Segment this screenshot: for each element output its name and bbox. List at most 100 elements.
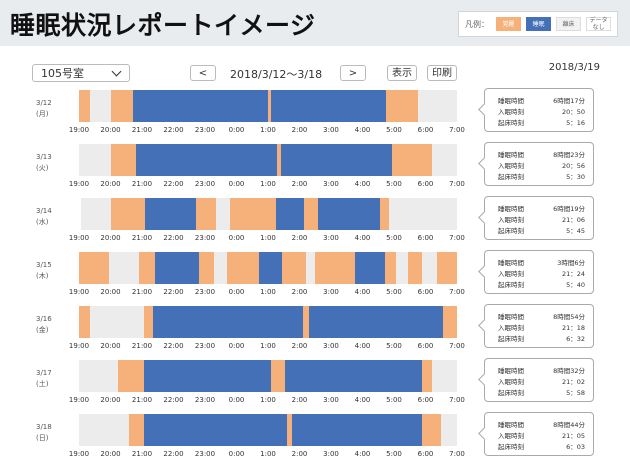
segment-sleep (143, 414, 287, 446)
time-tick: 7:00 (449, 396, 465, 404)
day-date-value: 3/16 (36, 315, 52, 323)
time-tick: 3:00 (323, 396, 339, 404)
day-weekday: (日) (36, 434, 49, 442)
sleep-timeline-bar (79, 360, 457, 392)
time-tick: 20:00 (100, 450, 121, 458)
legend-label: 凡例： (465, 19, 489, 29)
time-tick: 21:00 (131, 126, 153, 134)
time-tick: 20:00 (100, 180, 121, 188)
time-tick: 6:00 (417, 342, 434, 350)
next-week-button[interactable]: > (340, 65, 366, 81)
summary-total-value: 8時間32分 (553, 367, 585, 375)
segment-sleep (143, 360, 272, 392)
report-date: 2018/3/19 (548, 62, 600, 73)
time-tick: 0:00 (228, 180, 245, 188)
segment-awake (422, 360, 432, 392)
time-tick: 6:00 (417, 396, 434, 404)
summary-total-line: 睡眠時間 8時間44分 (498, 419, 585, 430)
time-tick: 1:00 (260, 234, 276, 242)
time-tick: 22:00 (163, 396, 184, 404)
time-tick: 2:00 (291, 180, 308, 188)
day-date-value: 3/18 (36, 423, 52, 431)
summary-wake-label: 起床時刻 (498, 335, 524, 343)
time-tick: 0:00 (228, 288, 245, 296)
summary-wake-line: 起床時刻 5：16 (498, 117, 585, 128)
summary-bed-line: 入眠時刻 21：05 (498, 430, 585, 441)
time-tick: 3:00 (323, 450, 339, 458)
summary-wake-line: 起床時刻 6：03 (498, 441, 585, 452)
sleep-timeline-bar (79, 414, 457, 446)
legend-awake: 覚醒 (496, 17, 521, 31)
date-range: 2018/3/12〜3/18 (230, 68, 323, 81)
day-date: 3/12 (月) (36, 98, 52, 120)
sleep-timeline-bar (79, 198, 457, 230)
summary-total-label: 睡眠時間 (498, 421, 524, 429)
room-select[interactable]: 105号室 (32, 64, 130, 82)
summary-bed-label: 入眠時刻 (498, 432, 524, 440)
segment-awake (195, 198, 217, 230)
summary-wake-value: 5：45 (566, 227, 585, 235)
summary-bed-line: 入眠時刻 21：24 (498, 268, 585, 279)
day-date: 3/18 (日) (36, 422, 52, 444)
time-tick: 4:00 (354, 450, 371, 458)
summary-total-label: 睡眠時間 (498, 259, 524, 267)
time-tick: 4:00 (354, 234, 371, 242)
summary-total-line: 睡眠時間 6時間19分 (498, 203, 585, 214)
time-tick: 20:00 (100, 288, 121, 296)
summary-bed-value: 20：50 (561, 108, 585, 116)
segment-awake (110, 198, 146, 230)
summary-bed-value: 21：06 (561, 216, 585, 224)
print-button[interactable]: 印刷 (427, 65, 457, 81)
time-tick: 7:00 (449, 450, 465, 458)
segment-awake (110, 144, 136, 176)
time-tick: 23:00 (194, 180, 216, 188)
summary-total-line: 睡眠時間 8時間23分 (498, 149, 585, 160)
legend-sleep: 睡眠 (526, 17, 551, 31)
time-tick: 2:00 (291, 126, 308, 134)
time-tick: 21:00 (131, 234, 153, 242)
time-tick: 5:00 (386, 180, 402, 188)
day-weekday: (金) (36, 326, 49, 334)
time-tick: 1:00 (260, 396, 276, 404)
segment-sleep (354, 252, 385, 284)
time-tick: 7:00 (449, 180, 465, 188)
time-tick: 4:00 (354, 180, 371, 188)
time-tick: 5:00 (386, 396, 402, 404)
segment-awake (422, 414, 442, 446)
segment-sleep (285, 360, 423, 392)
summary-total-value: 3時間6分 (557, 259, 585, 267)
summary-wake-line: 起床時刻 5：30 (498, 171, 585, 182)
segment-awake (110, 90, 133, 122)
day-row: 3/12 (月) 19:00 20:00 21:00 22:00 23:00 0:00 1:00… (0, 88, 630, 144)
time-tick: 19:00 (68, 126, 90, 134)
time-tick: 0:00 (228, 234, 245, 242)
day-date: 3/13 (火) (36, 152, 52, 174)
time-tick: 3:00 (323, 342, 339, 350)
segment-awake (386, 90, 418, 122)
legend-absent: 離床 (556, 17, 581, 31)
time-tick: 3:00 (323, 234, 339, 242)
segment-awake (79, 90, 91, 122)
day-date-value: 3/14 (36, 207, 52, 215)
prev-week-button[interactable]: < (190, 65, 216, 81)
show-button[interactable]: 表示 (387, 65, 417, 81)
time-tick: 6:00 (417, 234, 434, 242)
summary-bed-value: 21：18 (561, 324, 585, 332)
summary-total-label: 睡眠時間 (498, 151, 524, 159)
time-tick: 19:00 (68, 180, 90, 188)
summary-wake-value: 5：30 (566, 173, 585, 181)
summary-total-line: 睡眠時間 8時間32分 (498, 365, 585, 376)
sleep-timeline-bar (79, 144, 457, 176)
summary-bed-line: 入眠時刻 21：02 (498, 376, 585, 387)
segment-awake (392, 144, 432, 176)
day-weekday: (木) (36, 272, 49, 280)
time-axis: 19:00 20:00 21:00 22:00 23:00 0:00 1:00 2:00 3:0… (69, 180, 465, 190)
summary-wake-line: 起床時刻 6：32 (498, 333, 585, 344)
segment-awake (442, 306, 457, 338)
segment-awake (384, 252, 396, 284)
report-header: 睡眠状況レポートイメージ 凡例： 覚醒 睡眠 離床 データなし (0, 0, 630, 46)
summary-wake-line: 起床時刻 5：45 (498, 225, 585, 236)
segment-awake (271, 360, 286, 392)
page-title: 睡眠状況レポートイメージ (10, 11, 316, 40)
summary-wake-line: 起床時刻 5：40 (498, 279, 585, 290)
